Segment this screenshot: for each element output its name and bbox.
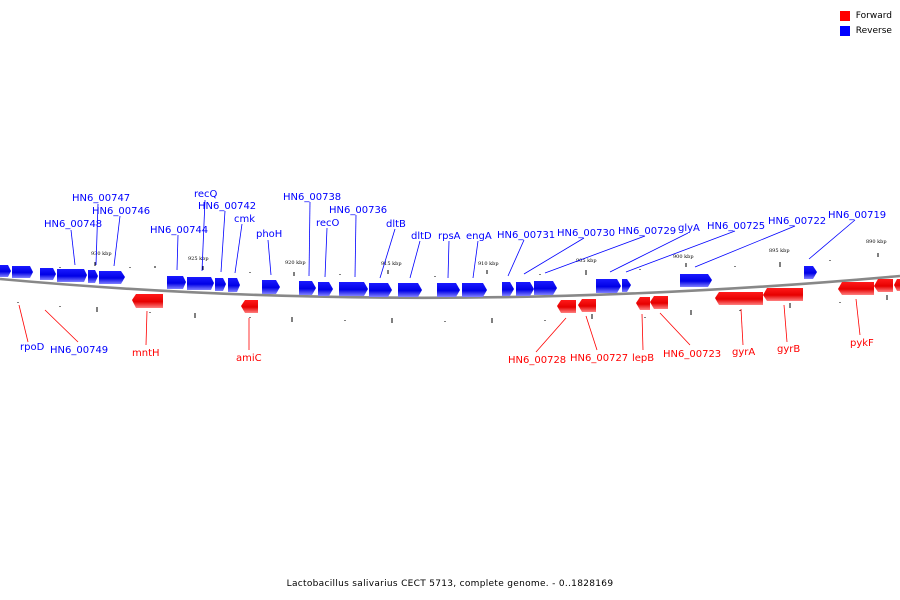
gene-arrow-forward <box>578 299 596 312</box>
legend-item-forward: Forward <box>839 8 892 23</box>
gene-label: HN6_00727 <box>570 353 628 364</box>
gene-arrow-forward <box>894 279 900 291</box>
gene-arrow-reverse <box>187 277 214 290</box>
gene-label: HN6_00744 <box>150 225 208 236</box>
tick-label: 890 kbp <box>866 239 887 245</box>
gene-label: HN6_00749 <box>50 345 108 356</box>
gene-label: HN6_00730 <box>557 228 615 239</box>
gene-arrow-reverse <box>502 282 514 296</box>
gene-label: HN6_00742 <box>198 201 256 212</box>
gene-arrow-forward <box>650 296 668 309</box>
gene-arrow-reverse <box>228 278 240 292</box>
legend-item-reverse: Reverse <box>839 23 892 38</box>
gene-arrow-forward <box>763 288 803 301</box>
gene-label: pykF <box>850 338 874 349</box>
gene-label: HN6_00746 <box>92 206 150 217</box>
gene-arrow-reverse <box>462 283 487 297</box>
gene-arrow-forward <box>874 279 893 292</box>
gene-arrow-forward <box>715 292 763 305</box>
tick-label: 910 kbp <box>478 261 499 267</box>
tick-label: 900 kbp <box>673 254 694 260</box>
gene-label: recO <box>316 218 340 229</box>
gene-arrow-forward <box>241 300 258 313</box>
gene-label: recQ <box>194 189 218 200</box>
forward-leader-lines <box>18 298 861 353</box>
reverse-swatch <box>839 25 850 36</box>
gene-label: cmk <box>234 214 255 225</box>
reverse-labels: HN6_00748 HN6_00747 HN6_00746 HN6_00744 … <box>44 189 886 242</box>
gene-arrow-reverse <box>339 282 368 296</box>
tick-label: 925 kbp <box>188 256 209 262</box>
reverse-strand <box>0 265 817 297</box>
gene-label: rpoD <box>20 342 45 353</box>
gene-label: HN6_00738 <box>283 192 341 203</box>
gene-arrow-reverse <box>262 280 280 294</box>
gene-label: HN6_00729 <box>618 226 676 237</box>
gene-label: HN6_00728 <box>508 355 566 366</box>
gene-arrow-reverse <box>99 271 125 284</box>
gene-label: engA <box>466 231 492 242</box>
gene-arrow-forward <box>636 297 650 310</box>
gene-label: HN6_00719 <box>828 210 886 221</box>
gene-label: dltD <box>411 231 432 242</box>
tick-labels: 930 kbp 925 kbp 920 kbp 915 kbp 910 kbp … <box>91 239 887 267</box>
tick-label: 920 kbp <box>285 260 306 266</box>
gene-arrow-reverse <box>437 283 460 297</box>
tick-marks <box>59 253 879 277</box>
gene-label: HN6_00736 <box>329 205 387 216</box>
gene-arrow-reverse <box>57 269 87 282</box>
gene-arrow-reverse <box>88 270 98 283</box>
tick-marks-lower <box>17 295 888 323</box>
gene-label: HN6_00748 <box>44 219 102 230</box>
gene-label: gyrB <box>777 344 800 355</box>
gene-label: HN6_00731 <box>497 230 555 241</box>
gene-arrow-reverse <box>680 274 712 287</box>
genome-backbone <box>0 274 900 300</box>
gene-arrow-reverse <box>622 279 631 292</box>
tick-label: 930 kbp <box>91 251 112 257</box>
gene-arrow-reverse <box>804 266 817 279</box>
gene-arrow-reverse <box>398 283 422 297</box>
gene-arrow-reverse <box>215 278 226 291</box>
gene-label: mntH <box>132 348 160 359</box>
gene-arrow-reverse <box>318 282 333 296</box>
tick-label: 895 kbp <box>769 248 790 254</box>
gene-arrow-reverse <box>534 281 557 295</box>
gene-label: lepB <box>632 353 654 364</box>
gene-label: rpsA <box>438 231 461 242</box>
gene-arrow-reverse <box>0 265 11 277</box>
gene-label: HN6_00723 <box>663 349 721 360</box>
legend-label: Reverse <box>855 25 892 36</box>
forward-labels: rpoD HN6_00749 mntH amiC HN6_00728 HN6_0… <box>20 338 874 366</box>
map-caption: Lactobacillus salivarius CECT 5713, comp… <box>286 579 614 589</box>
legend: Forward Reverse <box>839 8 892 38</box>
gene-label: glyA <box>678 223 700 234</box>
forward-swatch <box>839 10 850 21</box>
gene-arrow-forward <box>838 282 874 295</box>
tick-label: 915 kbp <box>381 261 402 267</box>
gene-arrow-reverse <box>40 268 56 280</box>
gene-label: HN6_00725 <box>707 221 765 232</box>
forward-strand <box>132 279 900 313</box>
gene-arrow-reverse <box>369 283 392 297</box>
gene-arrow-forward <box>557 300 576 313</box>
legend-label: Forward <box>855 10 892 21</box>
gene-arrow-reverse <box>516 282 534 296</box>
gene-arrow-reverse <box>167 276 186 289</box>
reverse-leader-lines <box>70 199 856 279</box>
gene-label: dltB <box>386 219 406 230</box>
gene-label: gyrA <box>732 347 755 358</box>
gene-arrow-forward <box>132 294 163 308</box>
gene-label: amiC <box>236 353 262 364</box>
gene-arrow-reverse <box>596 279 621 293</box>
gene-label: phoH <box>256 229 282 240</box>
tick-label: 905 kbp <box>576 258 597 264</box>
gene-arrow-reverse <box>299 281 316 295</box>
gene-label: HN6_00722 <box>768 216 826 227</box>
gene-label: HN6_00747 <box>72 193 130 204</box>
gene-arrow-reverse <box>12 266 33 278</box>
